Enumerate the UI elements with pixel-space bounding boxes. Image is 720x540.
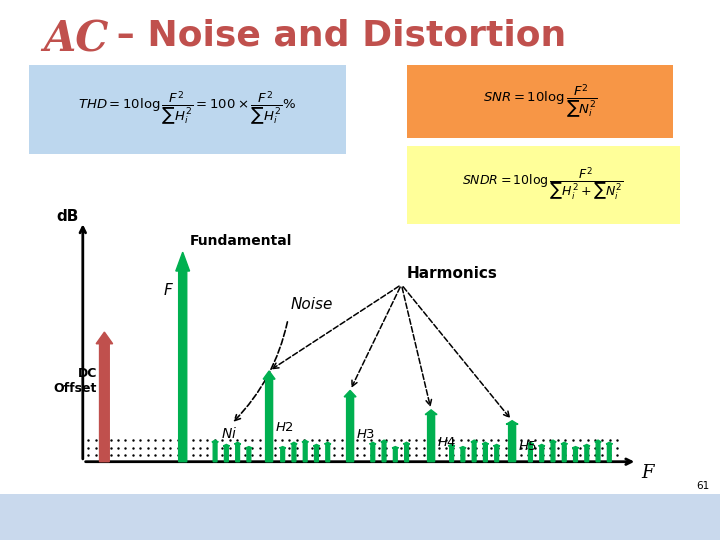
FancyArrow shape xyxy=(291,442,297,462)
Text: $H5$: $H5$ xyxy=(518,440,537,453)
Bar xyxy=(407,146,680,224)
FancyArrow shape xyxy=(325,442,331,462)
Text: VLSI Test Principles and Architectures: VLSI Test Principles and Architectures xyxy=(11,514,248,524)
Text: Chap. 11 - Analog and Mixed-Signal: Chap. 11 - Analog and Mixed-Signal xyxy=(506,503,706,513)
Bar xyxy=(0,494,720,540)
FancyArrow shape xyxy=(539,444,545,462)
FancyArrow shape xyxy=(392,447,398,462)
FancyArrow shape xyxy=(176,252,189,462)
Text: $Ni$: $Ni$ xyxy=(220,426,237,441)
FancyArrow shape xyxy=(595,440,601,462)
Text: $\mathit{SNR} = 10\log\dfrac{F^2}{\sum N_i^2}$: $\mathit{SNR} = 10\log\dfrac{F^2}{\sum N… xyxy=(482,83,598,120)
Text: Noise: Noise xyxy=(291,296,333,312)
FancyArrow shape xyxy=(246,447,252,462)
Text: dB: dB xyxy=(57,209,79,224)
Bar xyxy=(29,65,346,154)
FancyArrow shape xyxy=(572,447,579,462)
FancyArrow shape xyxy=(493,444,500,462)
FancyArrow shape xyxy=(212,440,218,462)
FancyArrow shape xyxy=(425,410,437,462)
FancyArrow shape xyxy=(561,442,567,462)
FancyArrow shape xyxy=(482,442,489,462)
Bar xyxy=(407,65,673,138)
Text: $\mathit{SNDR} = 10\log\dfrac{F^2}{\sum H_i^2 + \sum N_i^2}$: $\mathit{SNDR} = 10\log\dfrac{F^2}{\sum … xyxy=(462,166,624,203)
FancyArrow shape xyxy=(313,444,320,462)
Text: 61: 61 xyxy=(696,481,709,491)
FancyArrow shape xyxy=(527,442,534,462)
FancyArrow shape xyxy=(584,444,590,462)
Text: $H3$: $H3$ xyxy=(356,428,375,441)
FancyArrow shape xyxy=(606,442,613,462)
FancyArrow shape xyxy=(263,371,275,462)
Text: F: F xyxy=(641,464,653,482)
FancyArrow shape xyxy=(449,444,455,462)
FancyArrow shape xyxy=(96,332,112,462)
Text: DC
Offset: DC Offset xyxy=(54,367,97,395)
FancyArrow shape xyxy=(223,444,230,462)
FancyArrow shape xyxy=(302,440,308,462)
Text: $H4$: $H4$ xyxy=(437,435,456,449)
FancyArrow shape xyxy=(403,442,410,462)
Text: $H2$: $H2$ xyxy=(275,421,294,434)
FancyArrow shape xyxy=(506,421,518,462)
Text: $\mathit{THD} = 10\log\dfrac{F^2}{\sum H_i^2} = 100\times\dfrac{F^2}{\sum H_i^2}: $\mathit{THD} = 10\log\dfrac{F^2}{\sum H… xyxy=(78,89,296,127)
Text: $F$: $F$ xyxy=(163,282,174,298)
FancyArrow shape xyxy=(344,390,356,462)
Text: – Noise and Distortion: – Noise and Distortion xyxy=(104,19,567,53)
Text: Harmonics: Harmonics xyxy=(407,266,498,281)
Text: Testing - P.61: Testing - P.61 xyxy=(633,523,706,534)
FancyArrow shape xyxy=(471,440,477,462)
FancyArrow shape xyxy=(381,440,387,462)
FancyArrow shape xyxy=(279,447,286,462)
FancyArrow shape xyxy=(235,442,240,462)
Text: AC: AC xyxy=(43,19,109,61)
FancyArrow shape xyxy=(550,440,556,462)
FancyArrow shape xyxy=(459,447,466,462)
FancyArrow shape xyxy=(369,442,376,462)
Text: Fundamental: Fundamental xyxy=(190,234,292,248)
